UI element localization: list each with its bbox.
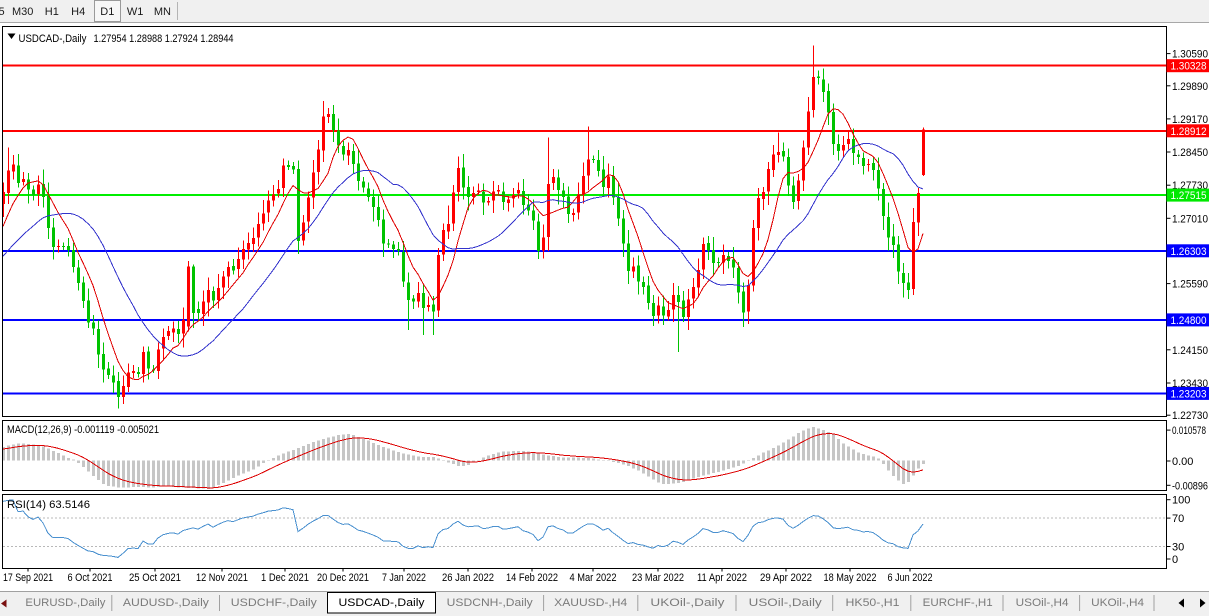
svg-text:EURUSD-,Daily: EURUSD-,Daily <box>25 597 106 609</box>
svg-text:26 Jan 2022: 26 Jan 2022 <box>442 572 494 584</box>
svg-text:AUDUSD-,Daily: AUDUSD-,Daily <box>123 597 210 609</box>
svg-text:17 Sep 2021: 17 Sep 2021 <box>3 572 53 584</box>
svg-text:70: 70 <box>1172 513 1184 525</box>
svg-text:6 Oct 2021: 6 Oct 2021 <box>68 572 113 584</box>
svg-text:USDCNH-,Daily: USDCNH-,Daily <box>447 597 534 609</box>
svg-text:UKOil-,Daily: UKOil-,Daily <box>650 597 725 609</box>
svg-text:12 Nov 2021: 12 Nov 2021 <box>196 572 248 584</box>
svg-text:1.25590: 1.25590 <box>1172 279 1208 291</box>
svg-text:1.26303: 1.26303 <box>1171 246 1207 258</box>
svg-text:XAUUSD-,H4: XAUUSD-,H4 <box>554 597 627 609</box>
svg-text:EURCHF-,H1: EURCHF-,H1 <box>923 597 993 609</box>
svg-text:MACD(12,26,9) -0.001119 -0.005: MACD(12,26,9) -0.001119 -0.005021 <box>7 424 159 436</box>
svg-text:M30: M30 <box>12 6 33 18</box>
svg-text:100: 100 <box>1172 495 1190 507</box>
svg-text:30: 30 <box>1172 542 1184 554</box>
svg-text:1.22730: 1.22730 <box>1172 410 1208 422</box>
svg-text:USDCAD-,Daily: USDCAD-,Daily <box>339 597 426 609</box>
svg-text:1.30328: 1.30328 <box>1171 61 1207 73</box>
svg-text:D1: D1 <box>100 6 114 18</box>
svg-text:1.24150: 1.24150 <box>1172 345 1208 357</box>
svg-text:1.24800: 1.24800 <box>1171 315 1207 327</box>
svg-text:1.23203: 1.23203 <box>1171 388 1207 400</box>
svg-text:1.28450: 1.28450 <box>1172 147 1208 159</box>
svg-text:1 Dec 2021: 1 Dec 2021 <box>261 572 309 584</box>
svg-text:-0.00896: -0.00896 <box>1172 480 1208 492</box>
svg-text:UKOil-,H4: UKOil-,H4 <box>1091 597 1144 609</box>
svg-text:1.30590: 1.30590 <box>1172 49 1208 61</box>
svg-text:USDCHF-,Daily: USDCHF-,Daily <box>231 597 318 609</box>
svg-text:1.28912: 1.28912 <box>1171 126 1207 138</box>
svg-text:0.010578: 0.010578 <box>1172 425 1206 437</box>
svg-text:5: 5 <box>0 6 5 18</box>
svg-text:0.00: 0.00 <box>1172 456 1193 468</box>
svg-text:USDCAD-,Daily: USDCAD-,Daily <box>19 33 87 45</box>
svg-text:6 Jun 2022: 6 Jun 2022 <box>888 572 933 584</box>
svg-text:1.29170: 1.29170 <box>1172 114 1208 126</box>
svg-text:1.27954 1.28988 1.27924 1.2894: 1.27954 1.28988 1.27924 1.28944 <box>94 33 234 45</box>
svg-text:1.27010: 1.27010 <box>1172 213 1208 225</box>
svg-text:W1: W1 <box>127 6 144 18</box>
svg-text:1.29890: 1.29890 <box>1172 81 1208 93</box>
svg-text:H4: H4 <box>71 6 85 18</box>
svg-text:7 Jan 2022: 7 Jan 2022 <box>382 572 426 584</box>
svg-text:23 Mar 2022: 23 Mar 2022 <box>632 572 684 584</box>
svg-text:11 Apr 2022: 11 Apr 2022 <box>697 572 747 584</box>
svg-text:4 Mar 2022: 4 Mar 2022 <box>570 572 617 584</box>
svg-text:USOil-,Daily: USOil-,Daily <box>749 597 823 609</box>
svg-text:14 Feb 2022: 14 Feb 2022 <box>506 572 558 584</box>
svg-text:25 Oct 2021: 25 Oct 2021 <box>129 572 181 584</box>
svg-text:RSI(14) 63.5146: RSI(14) 63.5146 <box>7 499 90 511</box>
svg-text:MN: MN <box>154 6 171 18</box>
svg-text:18 May 2022: 18 May 2022 <box>824 572 877 584</box>
svg-text:0: 0 <box>1172 554 1178 566</box>
svg-text:1.27515: 1.27515 <box>1171 190 1207 202</box>
svg-text:USOil-,H4: USOil-,H4 <box>1016 597 1069 609</box>
svg-text:29 Apr 2022: 29 Apr 2022 <box>760 572 812 584</box>
svg-text:HK50-,H1: HK50-,H1 <box>846 597 900 609</box>
svg-text:20 Dec 2021: 20 Dec 2021 <box>317 572 369 584</box>
svg-text:H1: H1 <box>45 6 59 18</box>
